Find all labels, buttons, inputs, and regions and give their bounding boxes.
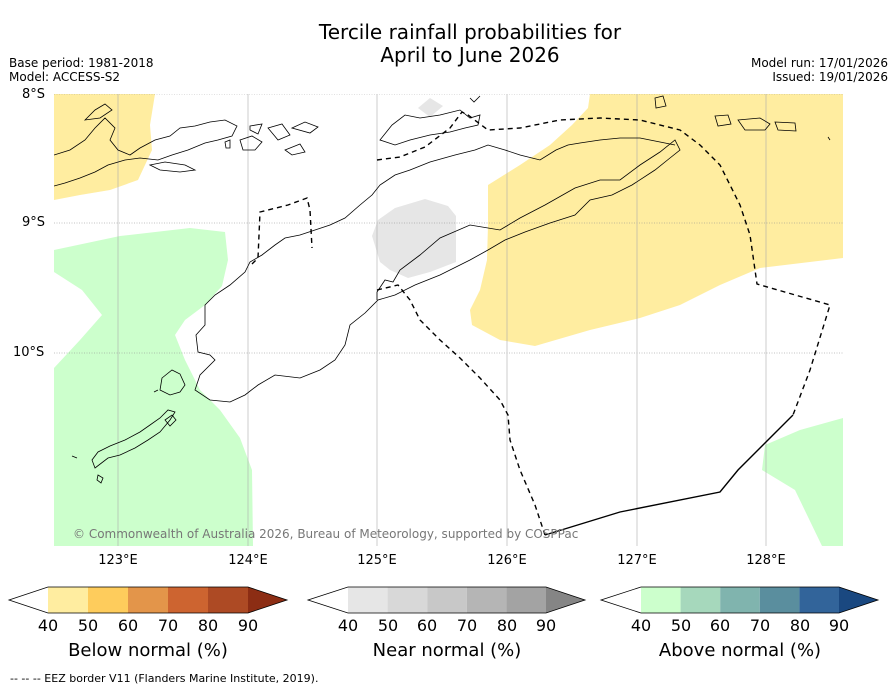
- rote-coast: [159, 369, 186, 396]
- eez-footnote: -- -- -- EEZ border V11 (Flanders Marine…: [10, 672, 319, 685]
- model-run: Model run: 17/01/2026: [750, 56, 888, 70]
- lat-label-10s: 10°S: [13, 345, 45, 360]
- above-tick-70: 70: [749, 616, 771, 635]
- below-normal-region-east: [470, 94, 843, 346]
- above-normal-label: Above normal (%): [658, 640, 822, 661]
- above-normal-region-west: [54, 228, 253, 546]
- lon-label-128e: 128°E: [746, 553, 786, 568]
- lon-label-125e: 125°E: [357, 553, 397, 568]
- sawu-coast: [91, 409, 176, 469]
- model-name: Model: ACCESS-S2: [9, 70, 121, 84]
- coastlines: [54, 95, 831, 484]
- below-tick-90: 90: [237, 616, 259, 635]
- lon-label-127e: 127°E: [617, 553, 657, 568]
- lon-label-126e: 126°E: [487, 553, 527, 568]
- lat-label-8s: 8°S: [22, 87, 46, 102]
- west-islands-coast: [54, 117, 238, 187]
- below-normal-region-west: [54, 94, 155, 200]
- above-tick-60: 60: [709, 616, 731, 635]
- above-tick-90: 90: [828, 616, 850, 635]
- near-normal-islet: [418, 98, 443, 117]
- below-tick-60: 60: [117, 616, 139, 635]
- issued-date: Issued: 19/01/2026: [772, 70, 888, 84]
- timor-coast: [194, 137, 681, 403]
- near-normal-label: Near normal (%): [372, 640, 522, 661]
- base-period: Base period: 1981-2018: [9, 56, 154, 70]
- above-tick-80: 80: [789, 616, 811, 635]
- near-tick-70: 70: [456, 616, 478, 635]
- above-normal-region-east: [762, 418, 843, 546]
- graticule: [54, 94, 843, 546]
- lat-label-9s: 9°S: [22, 215, 46, 230]
- copyright-text: © Commonwealth of Australia 2026, Bureau…: [73, 527, 578, 541]
- below-tick-40: 40: [37, 616, 59, 635]
- above-tick-40: 40: [630, 616, 652, 635]
- map-title-line2: April to June 2026: [380, 43, 560, 67]
- below-tick-70: 70: [157, 616, 179, 635]
- eez-border: [251, 111, 831, 536]
- above-tick-50: 50: [670, 616, 692, 635]
- near-tick-40: 40: [337, 616, 359, 635]
- below-normal-label: Below normal (%): [68, 640, 228, 661]
- below-tick-80: 80: [197, 616, 219, 635]
- lon-label-123e: 123°E: [98, 553, 138, 568]
- near-tick-90: 90: [535, 616, 557, 635]
- near-normal-region: [372, 199, 456, 278]
- near-tick-80: 80: [496, 616, 518, 635]
- near-tick-50: 50: [377, 616, 399, 635]
- near-tick-60: 60: [416, 616, 438, 635]
- below-tick-50: 50: [77, 616, 99, 635]
- lon-label-124e: 124°E: [228, 553, 268, 568]
- wetar-coast: [379, 109, 481, 146]
- map-title-line1: Tercile rainfall probabilities for: [318, 20, 622, 44]
